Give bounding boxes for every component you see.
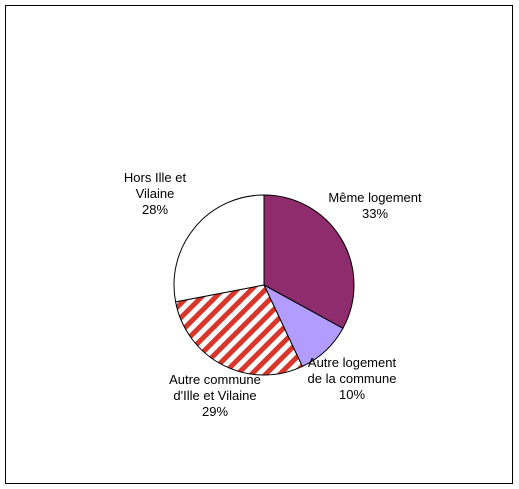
pie-slice — [263, 194, 355, 330]
slice-value-label: 29% — [201, 404, 229, 419]
slice-value-label: 33% — [361, 206, 389, 221]
slice-value-label: 28% — [141, 202, 169, 217]
slice-label: Hors Ille et Vilaine — [123, 170, 187, 201]
slice-label: Autre commune d'Ille et Vilaine — [169, 372, 261, 403]
pie-slice — [175, 284, 303, 376]
slice-label: Autre logement de la commune — [307, 355, 397, 386]
slice-label: Même logement — [328, 190, 422, 205]
pie-slice — [173, 194, 265, 303]
slice-value-label: 10% — [338, 387, 366, 402]
